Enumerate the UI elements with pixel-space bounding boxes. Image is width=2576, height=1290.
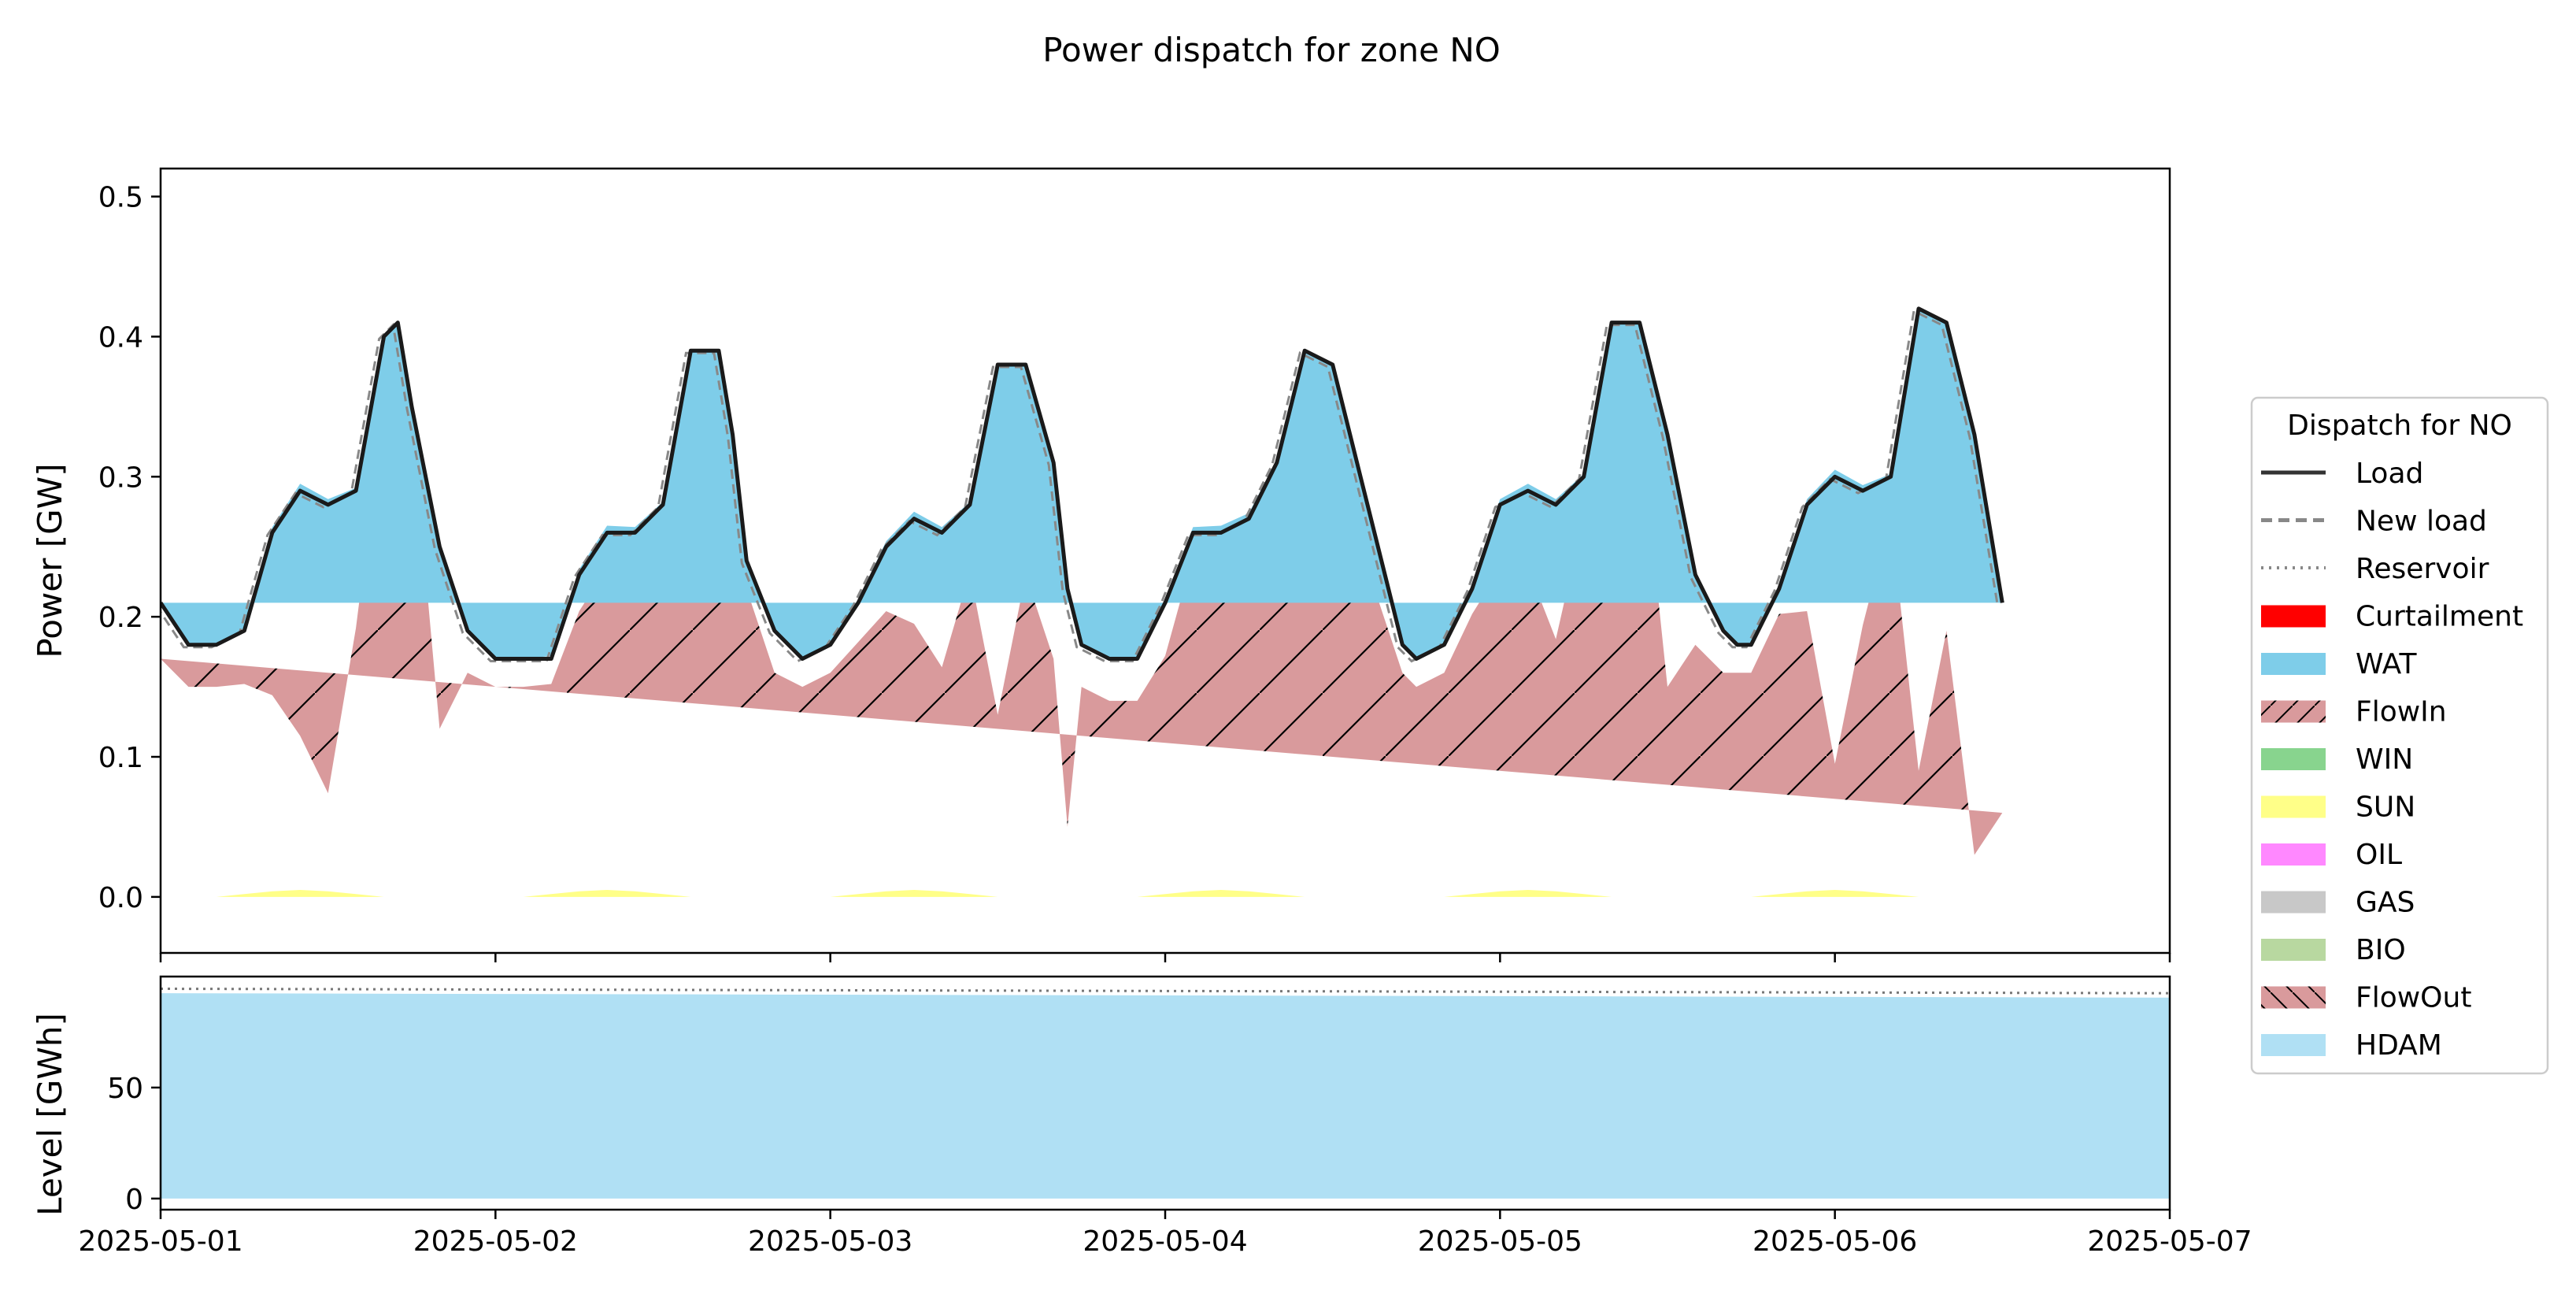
x-tick-label: 2025-05-07 xyxy=(2087,1225,2252,1258)
legend-item-reservoir: Reservoir xyxy=(2261,553,2489,585)
legend-item-flowin: FlowIn xyxy=(2261,696,2447,728)
chart-title: Power dispatch for zone NO xyxy=(1042,31,1501,69)
legend-item-flowout: FlowOut xyxy=(2261,982,2471,1014)
legend-item-bio: BIO xyxy=(2261,934,2406,966)
legend: Dispatch for NO Load New load Reservoir Cur… xyxy=(2250,396,2549,1075)
legend-swatch xyxy=(2261,986,2326,1009)
line-new-load xyxy=(161,309,1999,663)
power-panel: 0.0 0.1 0.2 0.3 0.4 0.5 Power [GW] xyxy=(31,167,2171,962)
area-flowin xyxy=(161,365,2003,855)
power-ytick-label: 0.0 xyxy=(98,882,143,914)
legend-label: WAT xyxy=(2356,648,2417,680)
power-ytick-label: 0.2 xyxy=(98,602,143,634)
legend-label: FlowOut xyxy=(2356,982,2471,1014)
level-ytick-label: 50 xyxy=(107,1073,143,1105)
area-wat xyxy=(161,308,2003,659)
level-ytick-label: 0 xyxy=(125,1184,143,1216)
legend-label: FlowIn xyxy=(2356,696,2447,728)
power-ylabel: Power [GW] xyxy=(31,463,69,658)
legend-item-curtailment: Curtailment xyxy=(2261,601,2523,633)
legend-swatch xyxy=(2261,795,2326,818)
area-sun xyxy=(161,890,2003,897)
legend-swatch xyxy=(2261,891,2326,914)
legend-item-load: Load xyxy=(2261,458,2423,490)
legend-label: BIO xyxy=(2356,934,2406,966)
level-panel: 0 50 2025-05-01 2025-05-02 2025-05-03 2025-0… xyxy=(31,975,2252,1258)
legend-item-hdam: HDAM xyxy=(2261,1029,2442,1062)
legend-swatch xyxy=(2261,653,2326,675)
power-ytick-label: 0.5 xyxy=(98,182,143,214)
legend-label: Reservoir xyxy=(2356,553,2489,585)
legend-frame xyxy=(2250,396,2549,1075)
legend-label: Curtailment xyxy=(2356,601,2523,633)
x-tick-label: 2025-05-01 xyxy=(78,1225,242,1258)
legend-label: OIL xyxy=(2356,839,2402,871)
legend-item-wat: WAT xyxy=(2261,648,2417,680)
power-ytick-label: 0.1 xyxy=(98,742,143,774)
x-tick-label: 2025-05-06 xyxy=(1752,1225,1917,1258)
legend-swatch xyxy=(2261,748,2326,770)
power-ytick-label: 0.3 xyxy=(98,462,143,494)
legend-swatch xyxy=(2261,700,2326,723)
legend-label: Load xyxy=(2356,458,2423,490)
legend-label: HDAM xyxy=(2356,1029,2442,1062)
legend-item-new-load: New load xyxy=(2261,506,2487,538)
level-ylabel: Level [GWh] xyxy=(31,1013,69,1216)
legend-label: New load xyxy=(2356,506,2487,538)
x-tick-label: 2025-05-04 xyxy=(1083,1225,1247,1258)
area-hdam xyxy=(161,993,2170,1199)
legend-swatch xyxy=(2261,605,2326,628)
power-ytick-label: 0.4 xyxy=(98,321,143,354)
legend-item-win: WIN xyxy=(2261,743,2413,776)
x-tick-label: 2025-05-03 xyxy=(748,1225,912,1258)
legend-item-oil: OIL xyxy=(2261,839,2402,871)
x-tick-label: 2025-05-02 xyxy=(413,1225,578,1258)
legend-title: Dispatch for NO xyxy=(2287,410,2512,442)
legend-item-sun: SUN xyxy=(2261,791,2415,824)
legend-item-gas: GAS xyxy=(2261,887,2415,919)
legend-label: SUN xyxy=(2356,791,2415,824)
line-reservoir xyxy=(160,988,2171,995)
legend-label: GAS xyxy=(2356,887,2415,919)
legend-swatch xyxy=(2261,1034,2326,1056)
legend-swatch xyxy=(2261,939,2326,961)
line-load xyxy=(161,306,2004,661)
x-tick-label: 2025-05-05 xyxy=(1418,1225,1582,1258)
legend-swatch xyxy=(2261,843,2326,866)
legend-label: WIN xyxy=(2356,743,2413,776)
